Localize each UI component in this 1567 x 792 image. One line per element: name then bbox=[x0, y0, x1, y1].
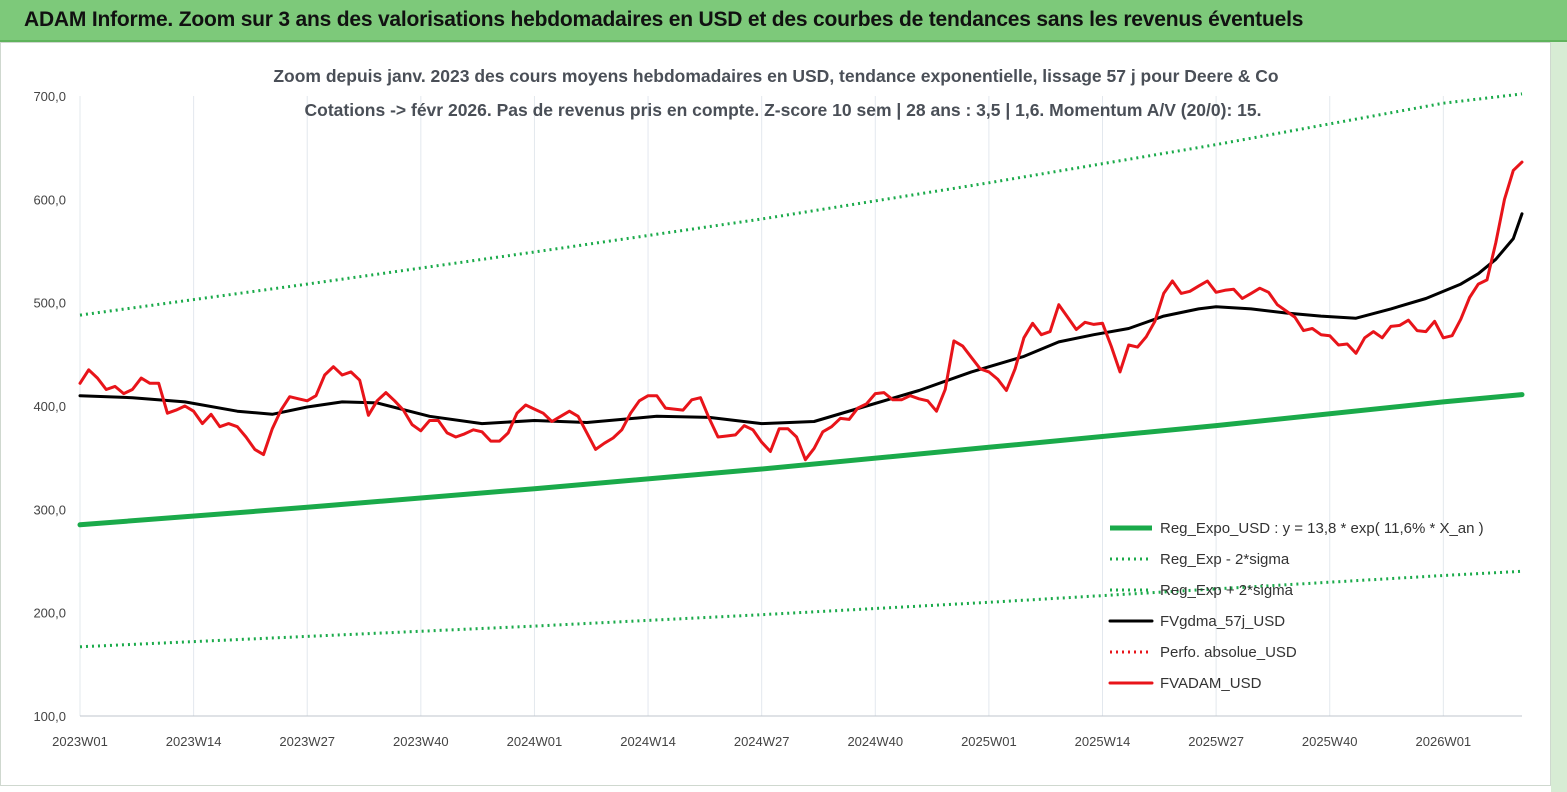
series-lines bbox=[77, 92, 1525, 649]
x-tick-label: 2024W27 bbox=[734, 734, 790, 749]
y-tick-label: 600,0 bbox=[33, 192, 66, 207]
x-tick-label: 2025W27 bbox=[1188, 734, 1244, 749]
banner-title: ADAM Informe. Zoom sur 3 ans des valoris… bbox=[24, 8, 1304, 31]
legend-label: Perfo. absolue_USD bbox=[1160, 644, 1297, 661]
series-line-reg-expo-usd bbox=[77, 392, 1525, 528]
right-edge-strip bbox=[1551, 42, 1567, 792]
vertical-gridlines bbox=[79, 96, 1444, 716]
x-tick-label: 2026W01 bbox=[1416, 734, 1472, 749]
y-tick-label: 100,0 bbox=[33, 709, 66, 724]
series-line-fvadam-usd bbox=[78, 160, 1524, 462]
series-line-reg-exp-2-sigma bbox=[79, 92, 1523, 317]
chart-title: Zoom depuis janv. 2023 des cours moyens … bbox=[273, 66, 1278, 86]
legend-label: Reg_Exp - 2*sigma bbox=[1160, 551, 1290, 568]
chart-subtitle: Cotations -> févr 2026. Pas de revenus p… bbox=[305, 100, 1262, 120]
x-tick-label: 2023W14 bbox=[166, 734, 222, 749]
x-tick-label: 2023W40 bbox=[393, 734, 449, 749]
y-tick-label: 400,0 bbox=[33, 399, 66, 414]
x-tick-label: 2023W27 bbox=[279, 734, 335, 749]
x-tick-label: 2025W40 bbox=[1302, 734, 1358, 749]
x-tick-label: 2025W14 bbox=[1075, 734, 1131, 749]
chart-frame bbox=[0, 42, 1551, 786]
legend-label: FVgdma_57j_USD bbox=[1160, 613, 1285, 630]
x-axis-ticks: 2023W01 2023W14 2023W27 2023W40 2024W01 2024W… bbox=[52, 734, 1471, 749]
legend-label: FVADAM_USD bbox=[1160, 675, 1262, 692]
x-tick-label: 2024W14 bbox=[620, 734, 676, 749]
x-tick-label: 2024W40 bbox=[847, 734, 903, 749]
series-line-fvgdma-57j-usd bbox=[78, 212, 1524, 426]
y-axis-ticks: 100,0 200,0 300,0 400,0 500,0 600,0 700,0 bbox=[33, 89, 66, 724]
y-tick-label: 300,0 bbox=[33, 502, 66, 517]
y-tick-label: 200,0 bbox=[33, 606, 66, 621]
legend-label: Reg_Expo_USD : y = 13,8 * exp( 11,6% * X… bbox=[1160, 520, 1484, 537]
x-tick-label: 2025W01 bbox=[961, 734, 1017, 749]
legend-label: Reg_Exp + 2*sigma bbox=[1160, 582, 1294, 599]
header-banner: ADAM Informe. Zoom sur 3 ans des valoris… bbox=[0, 0, 1567, 42]
x-tick-label: 2024W01 bbox=[507, 734, 563, 749]
y-tick-label: 500,0 bbox=[33, 296, 66, 311]
legend: Reg_Expo_USD : y = 13,8 * exp( 11,6% * X… bbox=[1108, 520, 1484, 692]
y-tick-label: 700,0 bbox=[33, 89, 66, 104]
series-line-reg-exp-2-sigma bbox=[79, 569, 1523, 649]
x-tick-label: 2023W01 bbox=[52, 734, 108, 749]
